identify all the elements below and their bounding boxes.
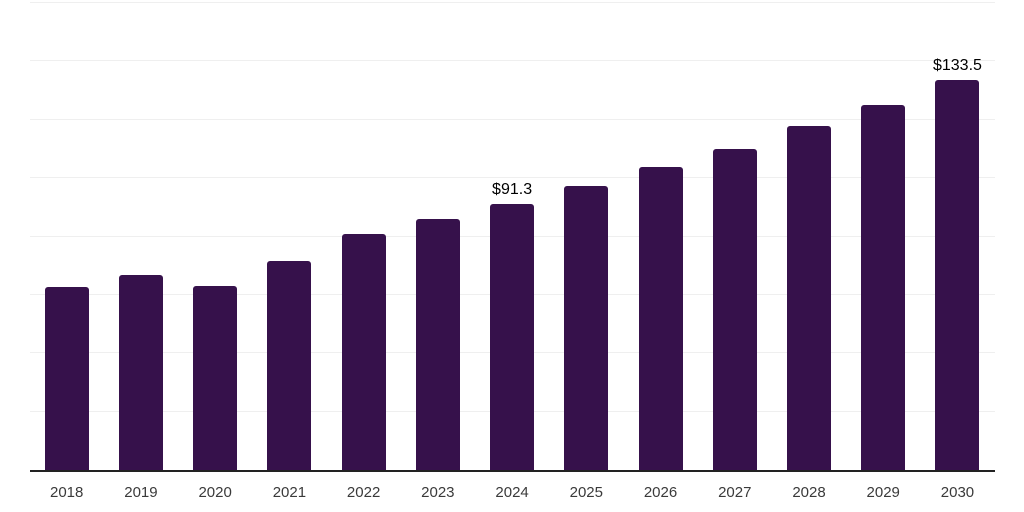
bar-2026: [638, 167, 683, 470]
x-tick-label: 2023: [421, 484, 455, 501]
bar-2021: [267, 261, 312, 470]
x-axis-line: [30, 470, 995, 472]
x-tick-label: 2024: [495, 484, 529, 501]
bar-2019: [118, 275, 163, 470]
x-tick-label: 2019: [124, 484, 158, 501]
x-tick-label: 2030: [940, 484, 975, 501]
bar-2027: [712, 148, 757, 470]
bar-2029: [861, 104, 906, 470]
bar-2018: [44, 287, 89, 470]
bar-2023: [415, 218, 460, 470]
x-tick-label: 2025: [569, 484, 603, 501]
gridline: [30, 177, 995, 179]
bar-2020: [193, 285, 238, 470]
data-label-2024: $91.3: [492, 180, 533, 198]
gridline: [30, 2, 995, 3]
gridline: [30, 60, 995, 62]
x-tick-label: 2022: [346, 484, 381, 501]
x-tick-label: 2028: [792, 484, 826, 501]
gridline: [30, 118, 995, 120]
bar-2030: [935, 80, 980, 470]
x-tick-label: 2026: [643, 484, 678, 501]
x-axis-labels: 2018 2019 2020 2021 2022 2023 2024 2025 2026 2027…: [30, 484, 995, 504]
x-tick-label: 2027: [718, 484, 752, 501]
bar-2024: [490, 203, 535, 470]
bar-2028: [787, 126, 831, 470]
plot-area: $91.3 $133.5: [30, 2, 995, 470]
x-tick-label: 2018: [50, 484, 84, 501]
bar-2022: [341, 233, 386, 470]
x-tick-label: 2029: [866, 484, 900, 501]
data-label-2030: $133.5: [932, 57, 982, 75]
bar-2025: [564, 186, 609, 470]
x-tick-label: 2020: [198, 484, 232, 501]
x-tick-label: 2021: [272, 484, 307, 501]
